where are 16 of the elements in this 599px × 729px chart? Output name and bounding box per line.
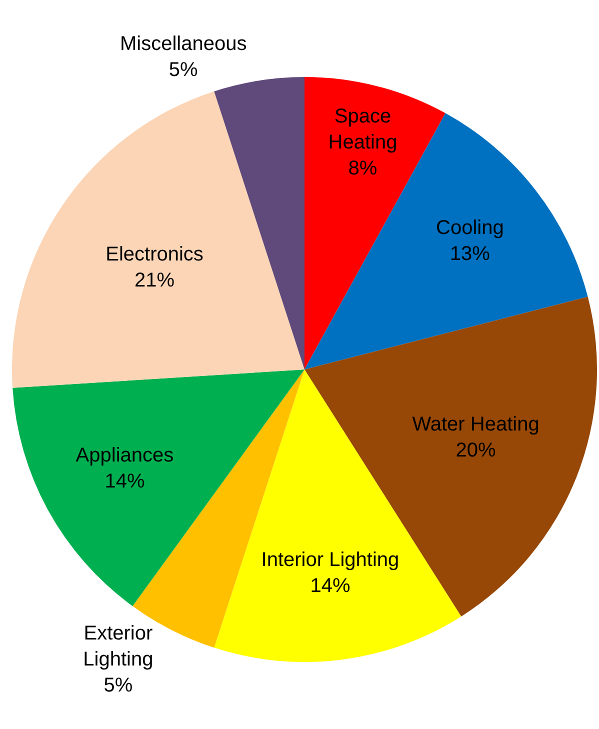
slice-label: Exterior Lighting [83,622,154,670]
data-label: 8% [348,158,378,180]
data-label: 13% [450,243,490,266]
slice-label: Interior Lighting [261,549,400,572]
data-label: 5% [104,674,133,696]
data-label: 5% [168,59,198,82]
slice-label: Cooling [436,217,504,240]
slice-label: Electronics [106,244,204,266]
data-label: 14% [104,470,145,492]
slice-label: Water Heating [412,413,540,436]
data-label: 20% [456,439,496,462]
data-label: 21% [134,270,175,292]
data-label: 14% [310,575,350,598]
slice-label: Space Heating [328,106,398,154]
slice-label: Miscellaneous [120,33,247,56]
slice-label: Appliances [76,444,174,466]
